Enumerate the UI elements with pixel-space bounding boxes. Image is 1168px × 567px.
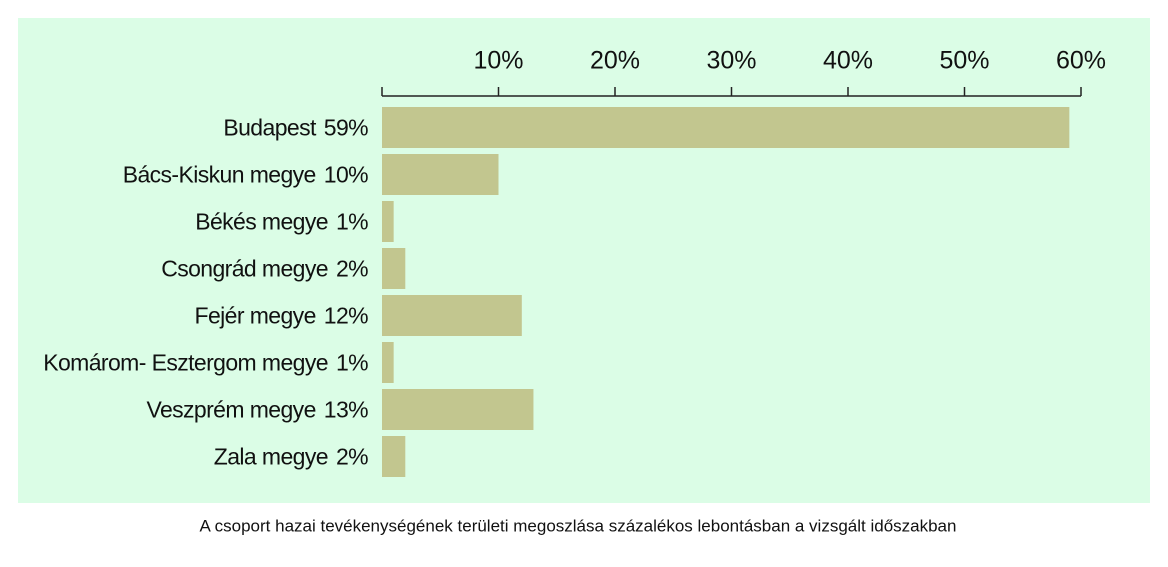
bar	[382, 107, 1070, 148]
value-label: 2%	[336, 444, 368, 470]
category-label: Zala megye 2%	[214, 444, 368, 470]
category-label: Bács-Kiskun megye 10%	[123, 162, 368, 188]
category-label: Fejér megye 12%	[195, 303, 369, 329]
category-label: Veszprém megye 13%	[146, 397, 368, 423]
category-label: Békés megye 1%	[195, 209, 368, 235]
bar	[382, 295, 522, 336]
value-label: 1%	[336, 350, 368, 376]
chart-title: A csoport hazai tevékenységének területi…	[200, 516, 957, 535]
category-name: Bács-Kiskun megye	[123, 162, 316, 188]
value-label: 1%	[336, 209, 368, 235]
x-tick-label: 50%	[939, 47, 989, 75]
category-name: Fejér megye	[195, 303, 316, 329]
category-name: Békés megye	[195, 209, 328, 235]
category-name: Csongrád megye	[161, 256, 328, 282]
bar	[382, 154, 499, 195]
category-label: Csongrád megye 2%	[161, 256, 368, 282]
value-label: 59%	[324, 115, 368, 141]
bar	[382, 342, 394, 383]
value-label: 12%	[324, 303, 368, 329]
x-tick-label: 10%	[473, 47, 523, 75]
bar	[382, 248, 406, 289]
bar	[382, 389, 534, 430]
bar	[382, 436, 406, 477]
category-label: Komárom- Esztergom megye 1%	[43, 350, 368, 376]
category-name: Zala megye	[214, 444, 328, 470]
value-label: 10%	[324, 162, 368, 188]
category-name: Veszprém megye	[146, 397, 315, 423]
plot-panel	[18, 18, 1150, 503]
x-tick-label: 40%	[823, 47, 873, 75]
x-tick-label: 60%	[1056, 47, 1106, 75]
category-label: Budapest 59%	[223, 115, 368, 141]
x-tick-label: 30%	[706, 47, 756, 75]
category-name: Budapest	[223, 115, 317, 141]
category-name: Komárom- Esztergom megye	[43, 350, 328, 376]
value-label: 2%	[336, 256, 368, 282]
bar	[382, 201, 394, 242]
value-label: 13%	[324, 397, 368, 423]
x-tick-label: 20%	[590, 47, 640, 75]
